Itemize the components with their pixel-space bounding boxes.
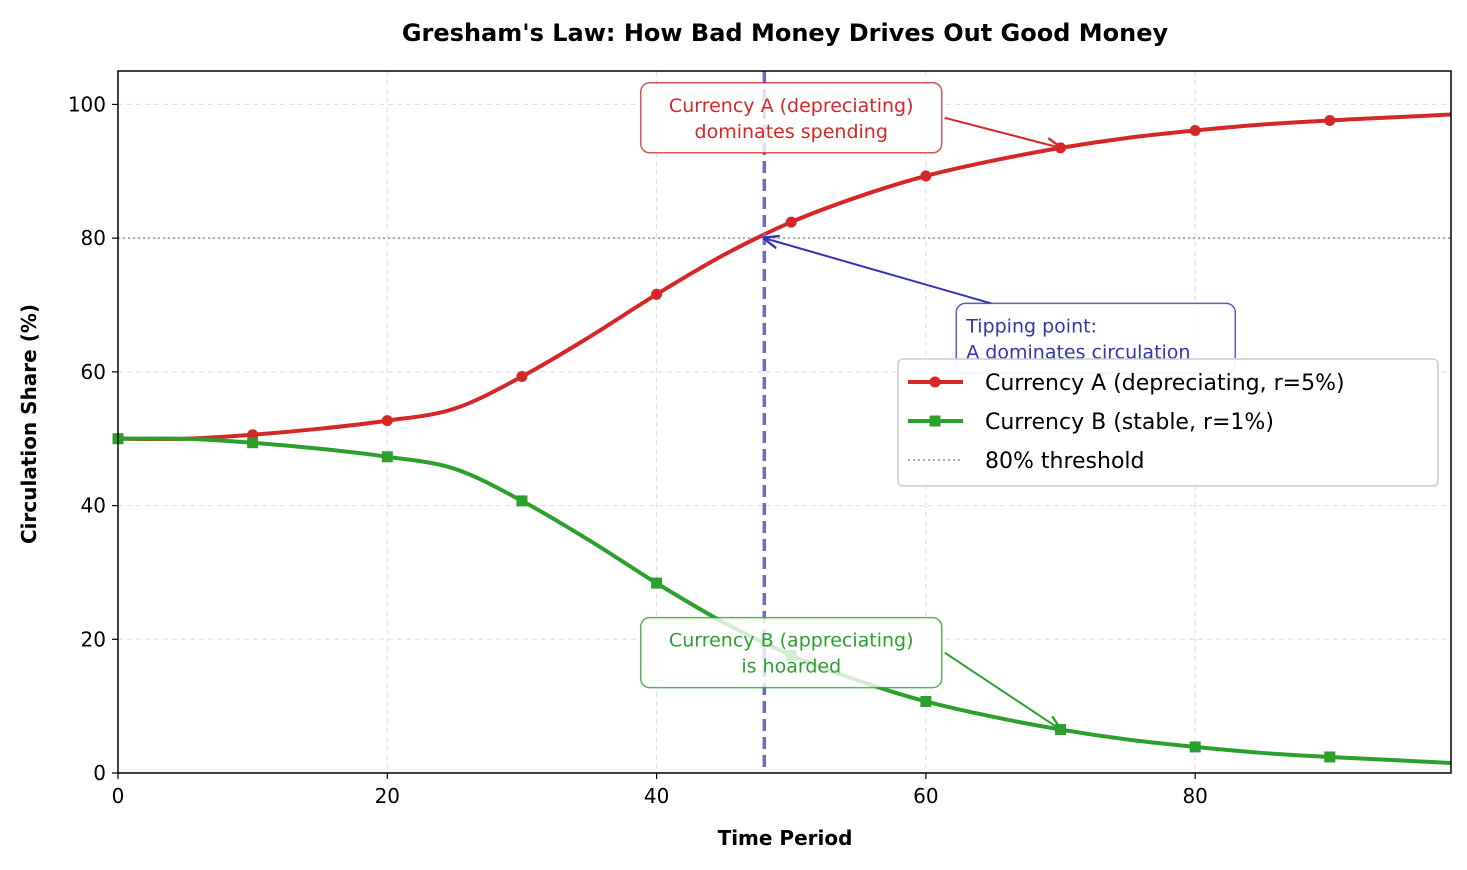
data-point — [920, 695, 932, 707]
data-point — [651, 577, 663, 589]
data-point — [1324, 114, 1336, 126]
data-point — [920, 170, 932, 182]
legend-label: 80% threshold — [985, 449, 1145, 474]
chart-title: Gresham's Law: How Bad Money Drives Out … — [402, 19, 1169, 47]
data-point — [785, 216, 797, 228]
data-point — [1189, 125, 1201, 137]
y-tick-label: 100 — [68, 92, 106, 116]
annotation-arrow — [764, 238, 992, 305]
y-axis-label: Circulation Share (%) — [17, 304, 41, 544]
y-tick-label: 60 — [81, 360, 106, 384]
data-point — [1189, 741, 1201, 753]
x-tick-label: 80 — [1182, 784, 1207, 808]
x-tick-label: 20 — [375, 784, 400, 808]
data-point — [516, 371, 528, 383]
legend — [897, 358, 1439, 487]
data-point — [381, 415, 393, 427]
annotation-text: dominates spending — [695, 121, 888, 143]
x-tick-label: 60 — [913, 784, 938, 808]
annotation-text: Tipping point: — [965, 315, 1097, 337]
legend-label: Currency B (stable, r=1%) — [985, 410, 1274, 435]
annotation-box — [639, 616, 943, 689]
legend-marker — [929, 415, 941, 427]
legend-label: Currency A (depreciating, r=5%) — [985, 371, 1345, 396]
y-tick-label: 20 — [81, 627, 106, 651]
x-tick-label: 0 — [112, 784, 125, 808]
annotation-text: A dominates circulation — [966, 341, 1190, 363]
series-line-b — [117, 436, 1452, 765]
x-tick-label: 40 — [644, 784, 669, 808]
y-tick-label: 40 — [81, 494, 106, 518]
data-point — [651, 288, 663, 300]
y-tick-label: 80 — [81, 226, 106, 250]
data-point — [247, 437, 259, 449]
annotation-box — [639, 82, 943, 154]
x-axis-label: Time Period — [718, 826, 853, 850]
data-point — [381, 451, 393, 463]
data-point — [516, 495, 528, 507]
annotation-arrow — [944, 651, 1061, 730]
axes-frame — [117, 70, 1452, 774]
legend-marker — [929, 376, 941, 388]
annotation-arrow — [944, 116, 1061, 148]
annotation-text: is hoarded — [741, 656, 841, 678]
annotation-text: Currency A (depreciating) — [669, 95, 914, 117]
data-point — [1324, 751, 1336, 763]
annotation-text: Currency B (appreciating) — [669, 630, 914, 652]
y-tick-label: 0 — [93, 761, 106, 785]
